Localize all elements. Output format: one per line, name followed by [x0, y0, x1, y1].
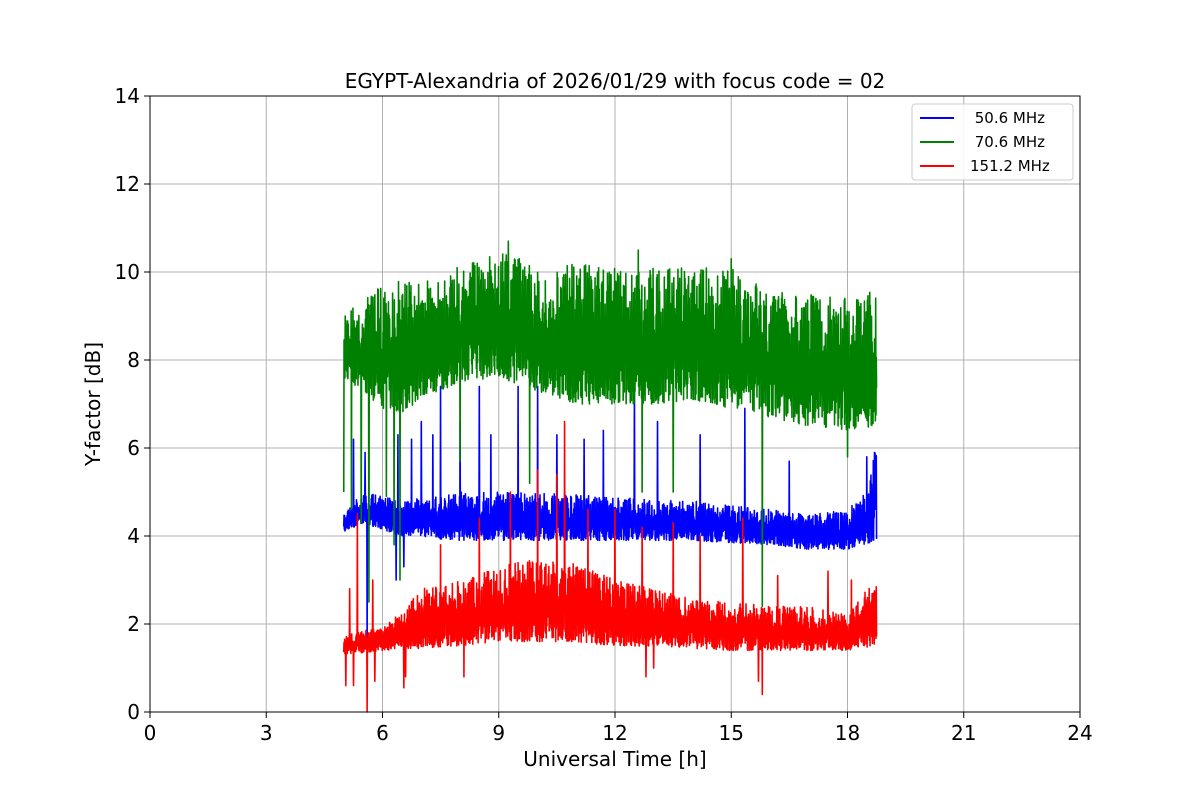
x-tick-label: 0 — [144, 721, 157, 745]
legend-label-0: 50.6 MHz — [970, 109, 1045, 127]
x-tick-label: 6 — [376, 721, 389, 745]
y-tick-label: 10 — [115, 260, 140, 284]
y-tick-label: 4 — [127, 524, 140, 548]
legend-items: 50.6 MHz 70.6 MHz 151.2 MHz — [920, 109, 1050, 175]
y-axis-label: Y-factor [dB] — [81, 342, 105, 467]
legend-box — [911, 103, 1074, 181]
plot-lines — [342, 240, 878, 713]
y-tick-label: 2 — [127, 612, 140, 636]
legend-label-2: 151.2 MHz — [970, 157, 1050, 175]
x-axis-label: Universal Time [h] — [523, 747, 706, 771]
x-tick-label: 24 — [1067, 721, 1092, 745]
x-tick-label: 15 — [719, 721, 744, 745]
series-line-0 — [342, 385, 878, 638]
x-tick-label: 9 — [492, 721, 505, 745]
x-tick-label: 3 — [260, 721, 273, 745]
y-tick-label: 6 — [127, 436, 140, 460]
y-tick-label: 0 — [127, 700, 140, 724]
y-tick-label: 8 — [127, 348, 140, 372]
legend-label-1: 70.6 MHz — [970, 133, 1045, 151]
x-tick-label: 21 — [951, 721, 976, 745]
y-tick-label: 12 — [115, 172, 140, 196]
series-line-2 — [342, 420, 878, 713]
x-tick-label: 12 — [602, 721, 627, 745]
chart-title: EGYPT-Alexandria of 2026/01/29 with focu… — [345, 69, 886, 93]
x-tick-label: 18 — [835, 721, 860, 745]
y-tick-label: 14 — [115, 84, 140, 108]
legend: 50.6 MHz 70.6 MHz 151.2 MHz — [911, 103, 1074, 181]
series-line-1 — [342, 240, 878, 608]
